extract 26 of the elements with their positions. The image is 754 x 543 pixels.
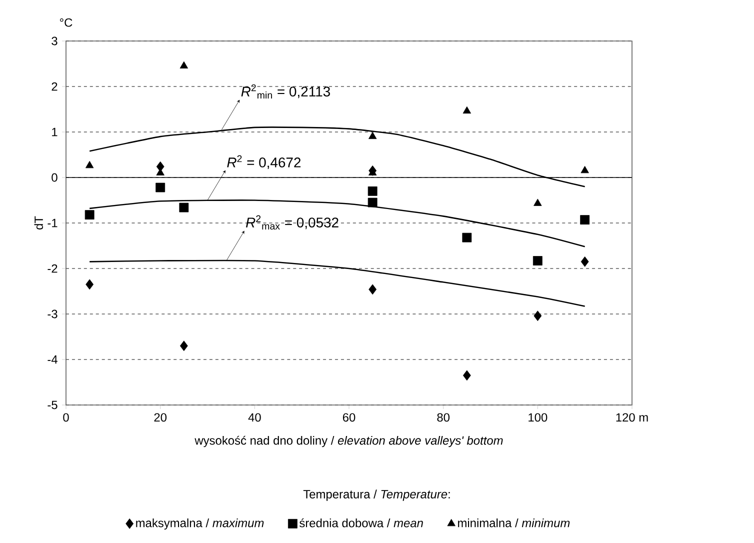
y-tick-label: -5: [48, 400, 58, 410]
annotation: R$^{2}$$_{max}$ = 0,0532: [246, 215, 338, 230]
x-tick-label: 0: [63, 413, 69, 422]
x-tick-label: 60: [342, 413, 356, 422]
y-axis-title: dT: [34, 216, 44, 230]
legend-label: średnia dobowa / mean: [300, 518, 423, 528]
y-tick-label: -2: [48, 264, 58, 273]
y-tick-label: -3: [48, 310, 58, 318]
legend-label: maksymalna / maximum: [136, 518, 264, 530]
legend-label: minimalna / minimum: [458, 518, 570, 528]
x-axis-title: wysokość nad dno doliny / elevation above valleys' bottom: [194, 436, 503, 448]
text: °C: [60, 18, 72, 27]
annotation: R$^{2}$ = 0,4672: [227, 155, 301, 170]
x-tick-label: 120 m: [616, 413, 648, 422]
y-tick-label: 1: [52, 128, 58, 136]
y-tick-label: 0: [52, 173, 58, 182]
x-tick-label: 80: [437, 413, 450, 422]
legend-title: Temperatura / Temperature:: [303, 490, 450, 501]
y-tick-label: -4: [48, 355, 58, 364]
x-tick-label: 100: [528, 413, 548, 422]
annotation: R$^{2}$$_{min}$ = 0,2113: [241, 84, 330, 99]
y-tick-label: 2: [52, 82, 58, 91]
x-tick-label: 40: [248, 413, 261, 422]
x-tick-label: 20: [154, 413, 167, 422]
y-tick-label: -1: [48, 218, 58, 228]
y-tick-label: 3: [52, 36, 58, 46]
